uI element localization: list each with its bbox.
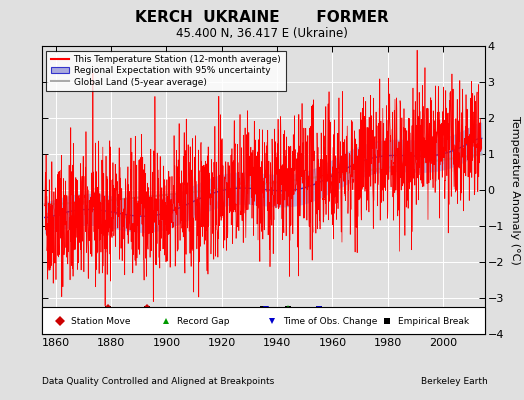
Text: Empirical Break: Empirical Break xyxy=(398,317,470,326)
Text: 45.400 N, 36.417 E (Ukraine): 45.400 N, 36.417 E (Ukraine) xyxy=(176,28,348,40)
Text: KERCH  UKRAINE       FORMER: KERCH UKRAINE FORMER xyxy=(135,10,389,26)
Legend: This Temperature Station (12-month average), Regional Expectation with 95% uncer: This Temperature Station (12-month avera… xyxy=(47,50,286,91)
Text: Berkeley Earth: Berkeley Earth xyxy=(421,378,487,386)
Text: Time of Obs. Change: Time of Obs. Change xyxy=(283,317,378,326)
Text: Data Quality Controlled and Aligned at Breakpoints: Data Quality Controlled and Aligned at B… xyxy=(42,378,274,386)
Y-axis label: Temperature Anomaly (°C): Temperature Anomaly (°C) xyxy=(509,116,519,264)
Text: Record Gap: Record Gap xyxy=(177,317,230,326)
Bar xyxy=(42,307,485,334)
Text: Station Move: Station Move xyxy=(71,317,130,326)
